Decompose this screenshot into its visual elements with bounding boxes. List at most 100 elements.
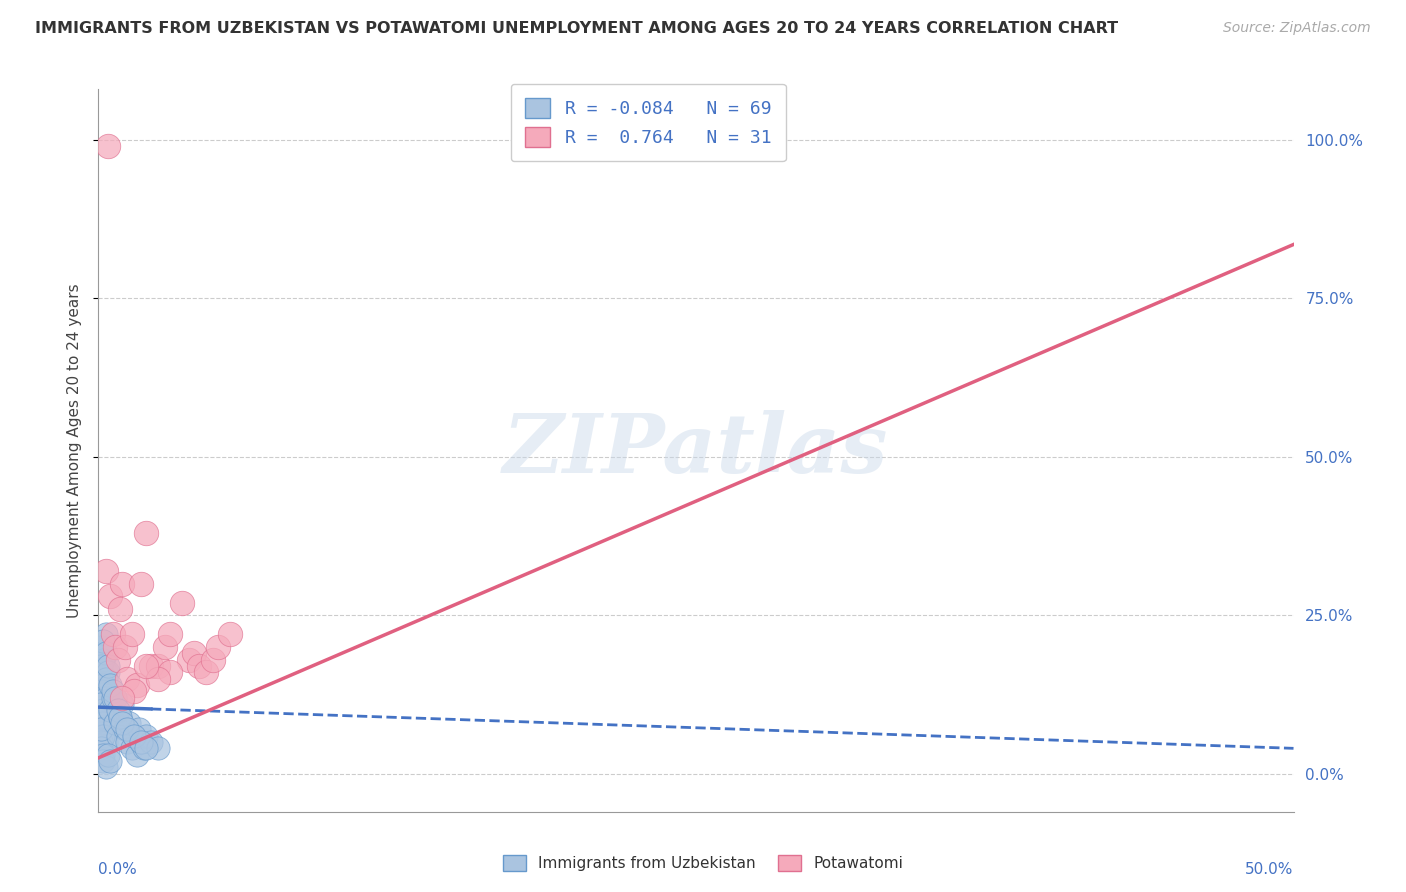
Text: 50.0%: 50.0% — [1246, 863, 1294, 878]
Point — [124, 729, 146, 743]
Point — [128, 723, 150, 737]
Point — [115, 672, 138, 686]
Point — [91, 652, 114, 666]
Point — [121, 741, 143, 756]
Legend: R = -0.084   N = 69, R =  0.764   N = 31: R = -0.084 N = 69, R = 0.764 N = 31 — [510, 84, 786, 161]
Point — [125, 678, 148, 692]
Point — [91, 690, 114, 705]
Point — [104, 716, 127, 731]
Point — [97, 747, 120, 762]
Point — [118, 716, 141, 731]
Point — [91, 652, 114, 666]
Point — [107, 729, 129, 743]
Point — [91, 690, 114, 705]
Point — [187, 659, 209, 673]
Point — [101, 684, 124, 698]
Point — [90, 703, 112, 717]
Point — [121, 627, 143, 641]
Point — [114, 640, 136, 654]
Point — [94, 709, 117, 723]
Point — [101, 690, 124, 705]
Point — [115, 723, 138, 737]
Point — [183, 646, 205, 660]
Point — [90, 723, 112, 737]
Point — [90, 723, 112, 737]
Point — [94, 665, 117, 680]
Point — [98, 589, 122, 603]
Point — [159, 627, 181, 641]
Point — [94, 690, 117, 705]
Point — [139, 735, 162, 749]
Point — [90, 659, 112, 673]
Point — [90, 678, 112, 692]
Point — [94, 716, 117, 731]
Legend: Immigrants from Uzbekistan, Potawatomi: Immigrants from Uzbekistan, Potawatomi — [496, 849, 910, 877]
Point — [148, 741, 170, 756]
Point — [90, 741, 112, 756]
Point — [131, 735, 153, 749]
Point — [159, 665, 181, 680]
Point — [91, 703, 114, 717]
Point — [91, 754, 114, 768]
Point — [124, 729, 146, 743]
Point — [94, 672, 117, 686]
Point — [207, 640, 229, 654]
Point — [135, 659, 157, 673]
Point — [90, 697, 112, 711]
Point — [108, 602, 131, 616]
Point — [91, 716, 114, 731]
Point — [111, 716, 134, 731]
Point — [155, 640, 177, 654]
Point — [104, 640, 127, 654]
Point — [131, 576, 153, 591]
Point — [91, 633, 114, 648]
Text: ZIPatlas: ZIPatlas — [503, 410, 889, 491]
Y-axis label: Unemployment Among Ages 20 to 24 years: Unemployment Among Ages 20 to 24 years — [67, 283, 83, 618]
Point — [97, 139, 120, 153]
Text: 0.0%: 0.0% — [98, 863, 138, 878]
Point — [195, 665, 218, 680]
Point — [124, 684, 146, 698]
Point — [94, 564, 117, 578]
Point — [90, 735, 112, 749]
Point — [107, 652, 129, 666]
Point — [90, 640, 112, 654]
Point — [94, 735, 117, 749]
Point — [111, 697, 134, 711]
Point — [111, 576, 134, 591]
Point — [94, 646, 117, 660]
Point — [135, 729, 157, 743]
Point — [115, 735, 138, 749]
Point — [139, 659, 162, 673]
Point — [131, 735, 153, 749]
Point — [97, 665, 120, 680]
Point — [91, 729, 114, 743]
Point — [125, 747, 148, 762]
Point — [91, 716, 114, 731]
Point — [97, 659, 120, 673]
Point — [90, 684, 112, 698]
Point — [91, 678, 114, 692]
Point — [107, 703, 129, 717]
Point — [202, 652, 225, 666]
Point — [172, 596, 194, 610]
Text: IMMIGRANTS FROM UZBEKISTAN VS POTAWATOMI UNEMPLOYMENT AMONG AGES 20 TO 24 YEARS : IMMIGRANTS FROM UZBEKISTAN VS POTAWATOMI… — [35, 21, 1118, 36]
Point — [97, 684, 120, 698]
Point — [101, 627, 124, 641]
Point — [135, 525, 157, 540]
Point — [114, 723, 136, 737]
Point — [108, 709, 131, 723]
Point — [91, 747, 114, 762]
Point — [179, 652, 201, 666]
Point — [98, 678, 122, 692]
Point — [104, 690, 127, 705]
Point — [90, 672, 112, 686]
Point — [90, 723, 112, 737]
Point — [135, 741, 157, 756]
Point — [148, 659, 170, 673]
Point — [90, 697, 112, 711]
Point — [108, 709, 131, 723]
Point — [98, 703, 122, 717]
Point — [91, 729, 114, 743]
Point — [132, 741, 155, 756]
